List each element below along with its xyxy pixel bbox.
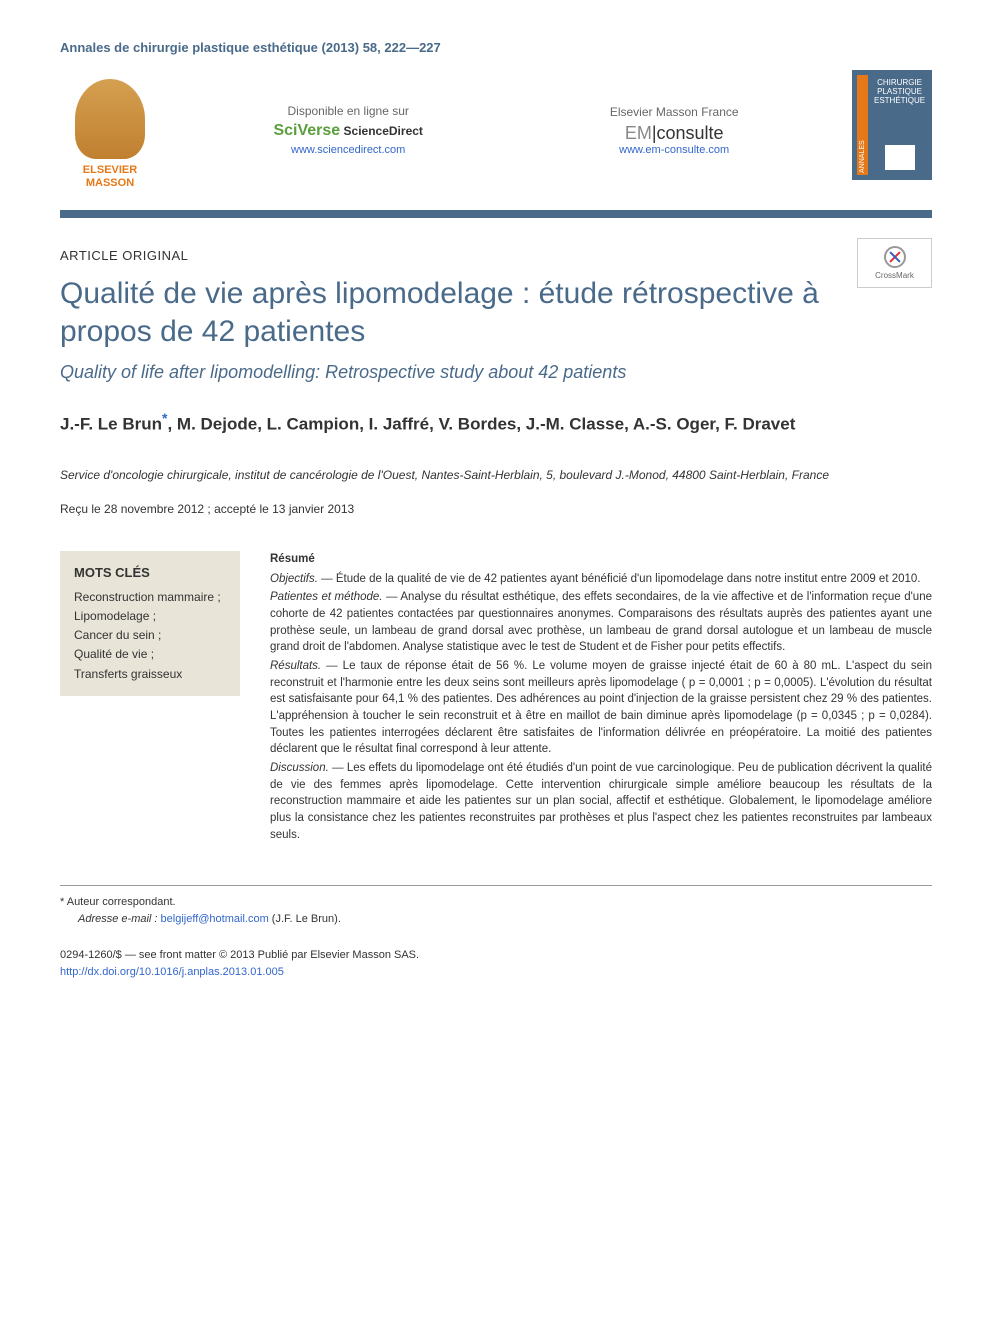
author-email[interactable]: belgijeff@hotmail.com [161, 913, 269, 925]
crossmark-icon [884, 246, 906, 268]
resultats-text: Le taux de réponse était de 56 %. Le vol… [270, 660, 932, 755]
doi-link[interactable]: http://dx.doi.org/10.1016/j.anplas.2013.… [60, 964, 932, 981]
email-author: (J.F. Le Brun). [272, 913, 341, 925]
crossmark-badge[interactable]: CrossMark [857, 238, 932, 288]
cover-spine: ANNALES [857, 75, 868, 175]
cover-title: CHIRURGIE PLASTIQUE ESTHÉTIQUE [874, 78, 925, 105]
objectifs-text: Étude de la qualité de vie de 42 patient… [336, 573, 921, 585]
abstract-objectifs: Objectifs. — Étude de la qualité de vie … [270, 571, 932, 588]
publisher-name: ELSEVIER MASSON [60, 164, 160, 190]
keywords-title: MOTS CLÉS [74, 563, 226, 584]
discussion-label: Discussion. — [270, 762, 344, 774]
corresp-note: * Auteur correspondant. [60, 894, 932, 911]
objectifs-label: Objectifs. — [270, 573, 333, 585]
em-text: EM [625, 123, 652, 143]
resultats-label: Résultats. — [270, 660, 338, 672]
emconsulte-block: Elsevier Masson France EM|consulte www.e… [610, 105, 739, 156]
journal-citation: Annales de chirurgie plastique esthétiqu… [60, 40, 932, 55]
sciverse-text: SciVerse [273, 122, 340, 139]
abstract-methode: Patientes et méthode. — Analyse du résul… [270, 589, 932, 656]
center-links: Disponible en ligne sur SciVerse Science… [180, 70, 832, 190]
authors-list: J.-F. Le Brun*, M. Dejode, L. Campion, I… [60, 408, 932, 437]
copyright-block: 0294-1260/$ — see front matter © 2013 Pu… [60, 947, 932, 980]
avail-text-right: Elsevier Masson France [610, 105, 739, 119]
sciencedirect-text: ScienceDirect [344, 124, 423, 138]
email-label: Adresse e-mail : [78, 913, 157, 925]
abstract: Résumé Objectifs. — Étude de la qualité … [270, 551, 932, 845]
keywords-box: MOTS CLÉS Reconstruction mammaire ; Lipo… [60, 551, 240, 696]
footnotes: * Auteur correspondant. Adresse e-mail :… [60, 885, 932, 927]
journal-cover: ANNALES CHIRURGIE PLASTIQUE ESTHÉTIQUE [852, 70, 932, 180]
sciencedirect-block: Disponible en ligne sur SciVerse Science… [273, 104, 422, 156]
em-brand: EM|consulte [610, 123, 739, 144]
abstract-title: Résumé [270, 551, 932, 568]
sciencedirect-url[interactable]: www.sciencedirect.com [273, 144, 422, 156]
affiliation: Service d'oncologie chirurgicale, instit… [60, 467, 932, 484]
cover-content: CHIRURGIE PLASTIQUE ESTHÉTIQUE [871, 75, 928, 175]
article-subtitle: Quality of life after lipomodelling: Ret… [60, 362, 932, 383]
abstract-resultats: Résultats. — Le taux de réponse était de… [270, 658, 932, 758]
sciverse-brand: SciVerse ScienceDirect [273, 122, 422, 140]
keywords-list: Reconstruction mammaire ; Lipomodelage ;… [74, 588, 226, 684]
article-dates: Reçu le 28 novembre 2012 ; accepté le 13… [60, 502, 932, 516]
abstract-discussion: Discussion. — Les effets du lipomodelage… [270, 760, 932, 843]
elsevier-tree-icon [75, 79, 145, 159]
email-line: Adresse e-mail : belgijeff@hotmail.com (… [60, 911, 932, 928]
cover-swatch-icon [885, 145, 915, 170]
methode-label: Patientes et méthode. — [270, 591, 398, 603]
top-banner: ELSEVIER MASSON Disponible en ligne sur … [60, 70, 932, 218]
issn-line: 0294-1260/$ — see front matter © 2013 Pu… [60, 947, 932, 964]
corresp-star-icon: * [162, 410, 167, 426]
article-type: ARTICLE ORIGINAL [60, 248, 932, 263]
article-title: Qualité de vie après lipomodelage : étud… [60, 275, 932, 350]
avail-text-left: Disponible en ligne sur [273, 104, 422, 118]
crossmark-label: CrossMark [875, 271, 914, 280]
emconsulte-url[interactable]: www.em-consulte.com [610, 144, 739, 156]
content-row: MOTS CLÉS Reconstruction mammaire ; Lipo… [60, 551, 932, 845]
discussion-text: Les effets du lipomodelage ont été étudi… [270, 762, 932, 841]
publisher-logo: ELSEVIER MASSON [60, 70, 160, 190]
consulte-text: consulte [657, 123, 724, 143]
